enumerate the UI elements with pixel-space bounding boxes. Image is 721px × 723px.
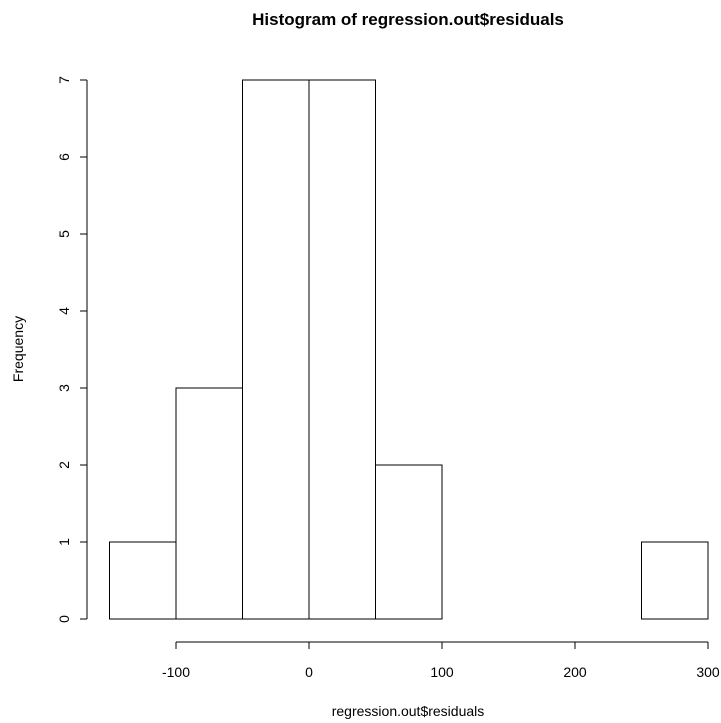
- y-tick-label: 1: [56, 538, 72, 546]
- histogram-bar: [641, 541, 709, 620]
- x-tick-label: 0: [305, 664, 313, 680]
- y-axis-label: Frequency: [10, 316, 26, 382]
- y-tick-label: 4: [56, 307, 72, 315]
- y-tick-label: 2: [56, 461, 72, 469]
- x-tick-label: -100: [162, 664, 190, 680]
- x-axis-label: regression.out$residuals: [332, 703, 485, 719]
- x-axis: -100 0 100 200 300: [162, 641, 720, 680]
- bars-group: [109, 79, 709, 620]
- y-tick-label: 0: [56, 615, 72, 623]
- y-tick-label: 6: [56, 153, 72, 161]
- x-tick-label: 100: [430, 664, 454, 680]
- histogram-bar: [242, 79, 310, 620]
- y-axis: 0 1 2 3 4 5 6 7: [56, 76, 88, 623]
- histogram-bar: [308, 79, 376, 620]
- x-tick-label: 300: [696, 664, 720, 680]
- y-tick-label: 5: [56, 230, 72, 238]
- histogram-bar: [375, 464, 443, 620]
- x-tick-label: 200: [563, 664, 587, 680]
- histogram-bar: [109, 541, 177, 620]
- chart-title: Histogram of regression.out$residuals: [252, 10, 564, 29]
- histogram-bar: [175, 387, 243, 620]
- y-tick-label: 3: [56, 384, 72, 392]
- y-tick-label: 7: [56, 76, 72, 84]
